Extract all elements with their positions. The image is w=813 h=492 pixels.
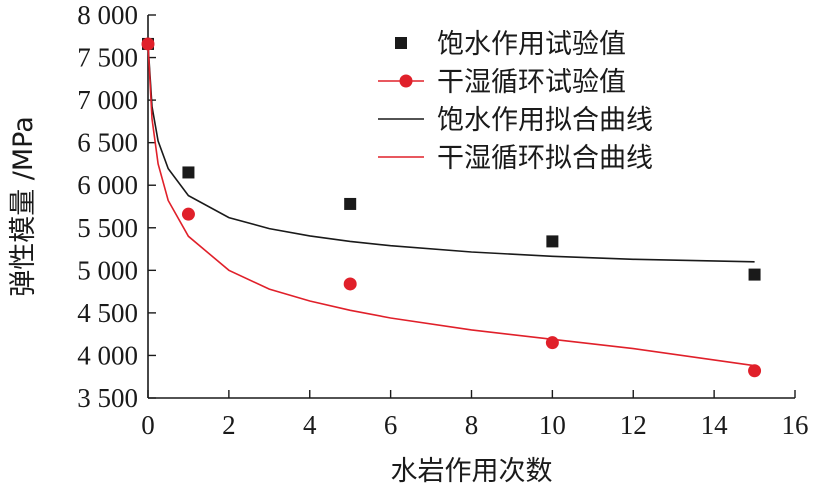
data-point-circle (141, 37, 155, 51)
x-tick-label: 8 (465, 410, 479, 440)
x-tick-label: 2 (222, 410, 236, 440)
x-tick-label: 6 (384, 410, 398, 440)
data-point-square (344, 197, 357, 210)
data-point-circle (748, 364, 762, 378)
legend-marker-circle (399, 74, 413, 88)
y-tick-label: 7 500 (77, 43, 138, 73)
x-tick-label: 4 (303, 410, 317, 440)
data-point-square (748, 268, 761, 281)
data-point-circle (545, 336, 559, 350)
legend-marker-square (395, 37, 407, 49)
legend-label: 饱水作用试验值 (437, 29, 626, 60)
legend-label: 干湿循环试验值 (437, 67, 626, 98)
legend-label: 干湿循环拟合曲线 (437, 143, 653, 174)
y-ticks: 3 500 4 000 4 500 5 000 5 500 6 000 6 500 7 000… (77, 0, 156, 413)
data-point-square (182, 166, 195, 179)
data-point-circle (181, 207, 195, 221)
x-tick-label: 0 (141, 410, 155, 440)
y-tick-label: 4 500 (77, 298, 138, 328)
x-tick-label: 12 (620, 410, 647, 440)
y-tick-label: 4 000 (77, 340, 138, 370)
y-tick-label: 7 000 (77, 85, 138, 115)
data-point-square (546, 235, 559, 248)
data-point-circle (343, 277, 357, 291)
plot-area (141, 37, 762, 378)
y-tick-label: 5 000 (77, 255, 138, 285)
x-tick-label: 10 (539, 410, 566, 440)
x-tick-label: 16 (782, 410, 809, 440)
y-tick-label: 5 500 (77, 213, 138, 243)
fit-curve-2 (147, 43, 755, 367)
y-tick-label: 6 500 (77, 128, 138, 158)
legend-label: 饱水作用拟合曲线 (437, 105, 653, 136)
y-axis-label: 弹性模量 /MPa (8, 116, 39, 297)
x-axis-label: 水岩作用次数 (391, 456, 553, 487)
y-tick-label: 3 500 (77, 383, 138, 413)
y-tick-label: 6 000 (77, 170, 138, 200)
x-tick-label: 14 (701, 410, 729, 440)
y-tick-label: 8 000 (77, 0, 138, 30)
fit-curve-1 (147, 43, 755, 263)
x-ticks: 0 2 4 6 8 10 12 14 16 (141, 390, 809, 440)
